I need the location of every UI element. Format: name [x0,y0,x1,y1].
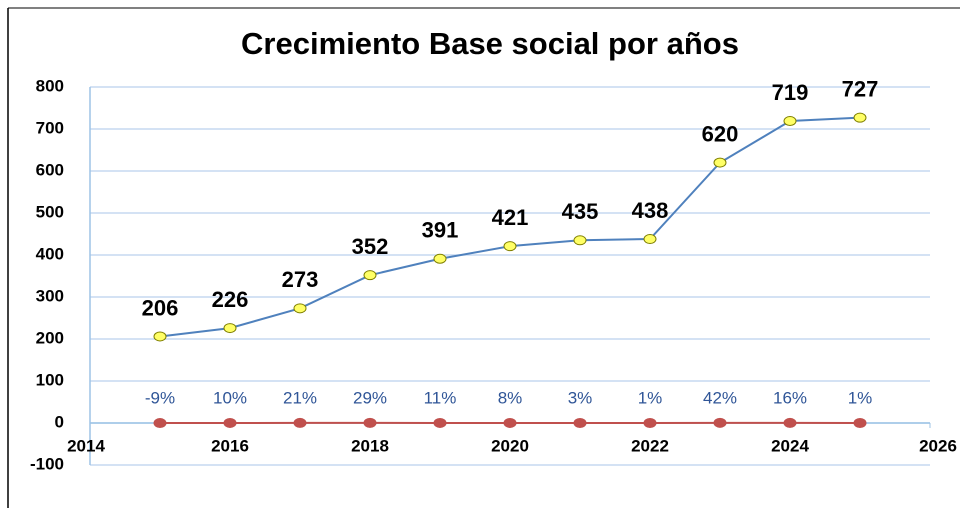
point [363,417,377,428]
data-label: 352 [352,234,389,259]
y-tick-label: -100 [30,454,64,473]
point [643,417,657,428]
point [643,234,657,245]
data-label: 11% [424,388,457,407]
x-tick-label: 2014 [67,436,105,455]
y-tick-label: 400 [36,244,64,263]
x-tick-label: 2024 [771,436,809,455]
point [223,417,237,428]
point [503,241,517,252]
data-label: 226 [212,287,249,312]
data-label: 719 [772,80,809,105]
data-label: 620 [702,121,739,146]
data-label: 435 [562,199,599,224]
point [293,303,307,314]
y-tick-label: 300 [36,286,64,305]
data-label: 42% [703,388,737,407]
point [853,417,867,428]
data-label: -9% [145,388,175,407]
point [783,116,797,127]
data-label: 438 [632,198,669,223]
y-tick-label: 0 [55,412,64,431]
x-tick-label: 2020 [491,436,529,455]
x-tick-label: 2026 [919,436,957,455]
data-label: 1% [848,388,873,407]
data-label: 21% [283,388,317,407]
data-label: 206 [142,295,179,320]
data-label: 421 [492,205,529,230]
point [153,331,167,342]
y-tick-label: 100 [36,370,64,389]
point [713,157,727,168]
point [573,235,587,246]
point [433,253,447,264]
point [153,418,167,429]
point [783,417,797,428]
point [503,417,517,428]
data-label: 29% [353,388,387,407]
x-tick-label: 2018 [351,436,389,455]
point [223,323,237,334]
data-label: 8% [498,388,523,407]
y-tick-label: 700 [36,118,64,137]
x-tick-label: 2016 [211,436,249,455]
point [293,417,307,428]
point [363,270,377,281]
chart-title: Crecimiento Base social por años [241,26,739,61]
point [713,417,727,428]
data-label: 3% [568,388,593,407]
data-label: 10% [213,388,247,407]
y-tick-label: 500 [36,202,64,221]
point [573,417,587,428]
x-tick-label: 2022 [631,436,669,455]
y-tick-label: 800 [36,76,64,95]
point [853,112,867,123]
data-label: 273 [282,267,319,292]
y-tick-label: 600 [36,160,64,179]
y-tick-label: 200 [36,328,64,347]
point [433,417,447,428]
data-label: 16% [773,388,807,407]
data-label: 1% [638,388,663,407]
data-label: 391 [422,218,459,243]
data-label: 727 [842,76,879,101]
